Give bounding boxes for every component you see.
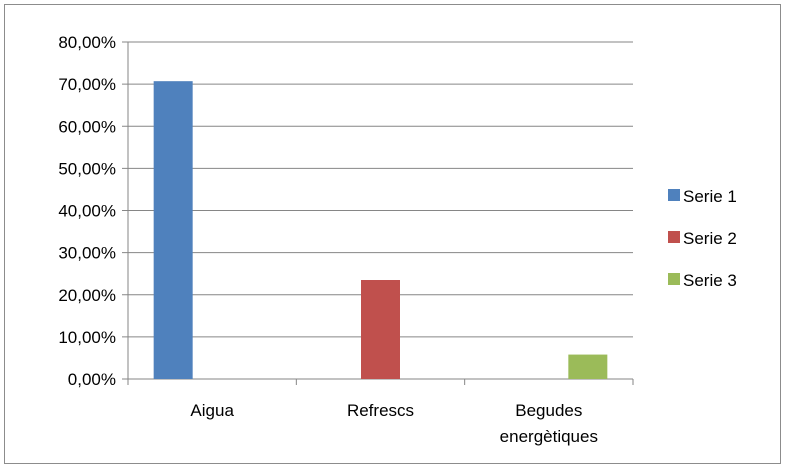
- y-tick-label: 70,00%: [58, 75, 116, 94]
- y-tick-label: 20,00%: [58, 286, 116, 305]
- bars: [153, 81, 608, 380]
- legend-label: Serie 2: [683, 229, 737, 248]
- y-tick-labels: 0,00% 10,00% 20,00% 30,00% 40,00% 50,00% 60,00…: [58, 33, 116, 389]
- y-tick-label: 60,00%: [58, 117, 116, 136]
- bar: [153, 81, 193, 380]
- y-tick-label: 30,00%: [58, 244, 116, 263]
- bar: [361, 280, 400, 379]
- y-tick-label: 80,00%: [58, 33, 116, 52]
- bar: [568, 354, 608, 379]
- chart-frame: [4, 4, 781, 464]
- y-tick-label: 40,00%: [58, 202, 116, 221]
- x-tick-label: Aigua: [190, 401, 234, 420]
- y-tick-label: 50,00%: [58, 159, 116, 178]
- y-tick-label: 10,00%: [58, 328, 116, 347]
- legend-swatch: [668, 231, 680, 243]
- gridlines: [128, 41, 633, 338]
- x-tick-label: Begudes energètiques: [500, 401, 598, 446]
- legend-swatch: [668, 273, 680, 285]
- legend: Serie 1 Serie 2 Serie 3: [668, 187, 737, 290]
- y-tick-label: 0,00%: [68, 370, 116, 389]
- legend-swatch: [668, 189, 680, 201]
- legend-label: Serie 3: [683, 271, 737, 290]
- x-tick-label: Refrescs: [347, 401, 414, 420]
- x-tick-labels: Aigua Refrescs Begudes energètiques: [190, 401, 598, 446]
- legend-label: Serie 1: [683, 187, 737, 206]
